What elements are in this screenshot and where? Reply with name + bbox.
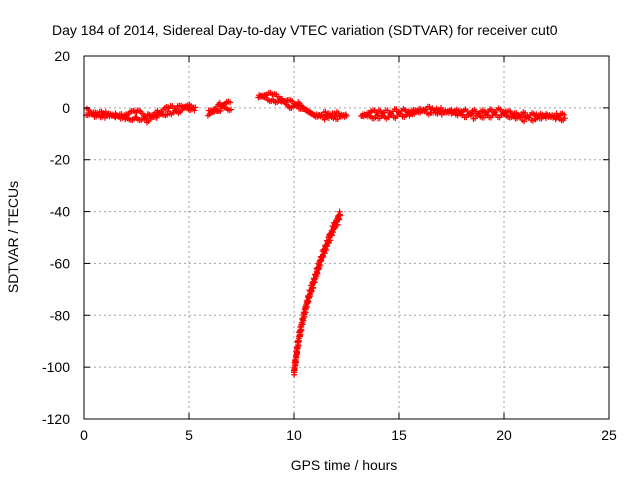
data-point (192, 104, 199, 111)
y-tick-label: 0 (62, 100, 70, 116)
x-tick-label: 5 (185, 427, 193, 443)
x-tick-label: 0 (80, 427, 88, 443)
data-point (320, 254, 327, 261)
data-point (327, 237, 334, 244)
data-point (228, 106, 234, 113)
axis-ticks: 0 5 10 15 20 25 -120 -100 -80 -60 -40 -20 0 20 (42, 48, 617, 443)
data-point (334, 221, 341, 228)
data-point (521, 118, 528, 125)
x-tick-label: 25 (601, 427, 617, 443)
y-tick-label: -60 (50, 255, 70, 271)
data-point (310, 284, 317, 291)
data-point (227, 99, 234, 106)
y-tick-label: -120 (42, 411, 70, 427)
chart-title: Day 184 of 2014, Sidereal Day-to-day VTE… (52, 22, 558, 38)
x-tick-label: 15 (391, 427, 407, 443)
x-axis-label: GPS time / hours (291, 457, 398, 473)
x-tick-label: 10 (286, 427, 302, 443)
data-point (468, 111, 475, 118)
data-point (321, 250, 328, 257)
plot-frame (83, 55, 610, 420)
data-point (337, 212, 344, 219)
data-points (83, 89, 568, 378)
data-point (561, 111, 568, 118)
y-axis-label: SDTVAR / TECUs (5, 181, 21, 293)
data-point (191, 107, 198, 114)
data-point (298, 327, 305, 334)
data-point (561, 115, 568, 122)
y-tick-label: -100 (42, 359, 70, 375)
y-tick-label: -40 (50, 204, 70, 220)
data-point (311, 279, 318, 286)
y-tick-label: -80 (50, 307, 70, 323)
data-point (342, 111, 349, 118)
x-tick-label: 20 (496, 427, 512, 443)
y-tick-label: 20 (54, 48, 70, 64)
y-tick-label: -20 (50, 152, 70, 168)
data-point (304, 299, 311, 306)
data-point (343, 112, 350, 119)
